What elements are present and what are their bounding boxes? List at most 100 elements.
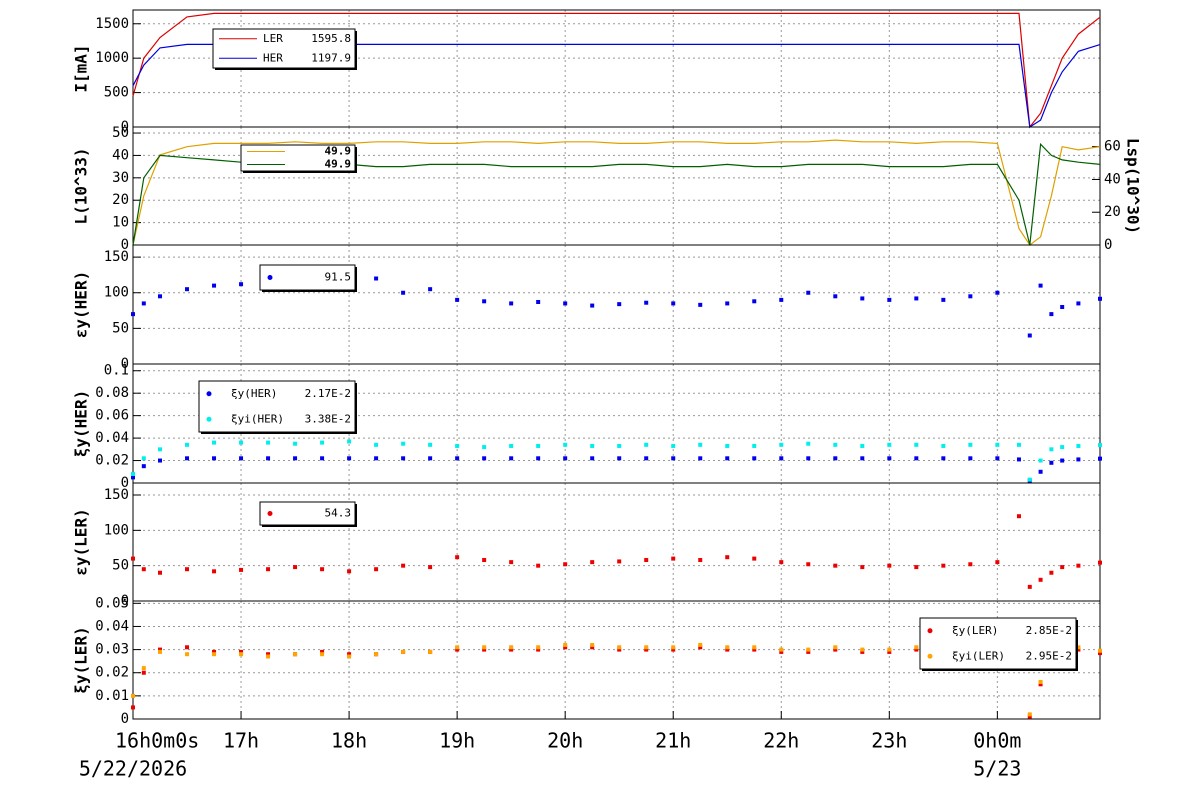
- legend-name: ξyi(LER): [952, 649, 1005, 662]
- data-point: [1049, 312, 1054, 317]
- y2-tick-label: 40: [1104, 171, 1121, 187]
- data-point: [185, 287, 190, 292]
- data-point: [428, 442, 433, 447]
- legend-swatch: [267, 275, 273, 280]
- data-point: [212, 283, 217, 288]
- data-point: [779, 560, 784, 565]
- y-tick-label: 0.1: [104, 363, 129, 379]
- x-tick-label: 22h: [763, 729, 799, 753]
- data-point: [671, 647, 676, 652]
- data-point: [833, 456, 838, 461]
- data-point: [401, 441, 406, 446]
- data-point: [698, 558, 703, 563]
- data-point: [590, 456, 595, 461]
- data-point: [671, 301, 676, 306]
- data-point: [941, 297, 946, 302]
- y-tick-label: 100: [104, 285, 129, 301]
- data-point: [1016, 457, 1021, 462]
- data-point: [617, 559, 622, 564]
- data-point: [914, 645, 919, 650]
- data-point: [347, 652, 352, 657]
- data-point: [1038, 679, 1043, 684]
- data-point: [455, 456, 460, 461]
- data-point: [455, 645, 460, 650]
- x-tick-label: 17h: [223, 729, 259, 753]
- data-point: [536, 443, 541, 448]
- data-point: [563, 642, 568, 647]
- data-point: [968, 562, 973, 567]
- data-point: [833, 647, 838, 652]
- data-point: [374, 276, 379, 281]
- legend-swatch: [927, 653, 933, 659]
- legend-box: [919, 617, 1077, 670]
- y-tick-label: 0: [121, 237, 129, 253]
- data-point: [860, 456, 865, 461]
- data-point: [374, 652, 379, 657]
- data-point: [374, 567, 379, 572]
- y-axis-label: εy(LER): [72, 508, 91, 575]
- data-point: [482, 299, 487, 304]
- data-point: [887, 297, 892, 302]
- data-point: [698, 302, 703, 307]
- data-point: [1038, 682, 1043, 687]
- data-point: [914, 456, 919, 461]
- x-tick-label: 16h0m0s: [115, 729, 199, 753]
- data-point: [293, 565, 298, 570]
- legend-box: [240, 144, 356, 172]
- y-tick-label: 0.06: [95, 408, 129, 424]
- data-point: [158, 458, 163, 463]
- y2-tick-label: 60: [1104, 139, 1121, 155]
- legend-swatch: [206, 416, 212, 422]
- data-point: [860, 649, 865, 654]
- data-point: [1038, 458, 1043, 463]
- data-point: [779, 456, 784, 461]
- data-point: [1016, 442, 1021, 447]
- data-point: [806, 441, 811, 446]
- y-axis-label: L(10^33): [72, 147, 91, 224]
- data-point: [1098, 560, 1102, 565]
- data-point: [482, 558, 487, 563]
- legend-value: 3.38E-2: [305, 412, 351, 425]
- data-point: [1049, 460, 1054, 465]
- data-point: [752, 443, 757, 448]
- data-point: [1060, 458, 1065, 463]
- y-tick-label: 10: [112, 215, 129, 231]
- data-point: [725, 443, 730, 448]
- data-point: [374, 456, 379, 461]
- date-label: 5/22/2026: [79, 757, 187, 781]
- data-point: [131, 556, 135, 561]
- data-point: [860, 647, 865, 652]
- legend-value: 2.17E-2: [305, 387, 351, 400]
- panel-frame: [132, 600, 1101, 720]
- data-point: [212, 569, 217, 574]
- y-tick-label: 150: [104, 487, 129, 503]
- data-point: [293, 652, 298, 657]
- data-point: [266, 567, 271, 572]
- data-point: [347, 456, 352, 461]
- data-point: [752, 647, 757, 652]
- data-point: [887, 442, 892, 447]
- data-point: [401, 649, 406, 654]
- y-tick-label: 0: [121, 593, 129, 609]
- data-point: [698, 456, 703, 461]
- data-point: [239, 440, 244, 445]
- data-point: [239, 567, 244, 572]
- data-point: [671, 556, 676, 561]
- data-point: [1098, 443, 1102, 448]
- data-point: [1027, 333, 1032, 338]
- data-point: [617, 645, 622, 650]
- data-point: [968, 294, 973, 299]
- data-point: [482, 456, 487, 461]
- data-point: [941, 456, 946, 461]
- data-point: [239, 652, 244, 657]
- data-point: [833, 294, 838, 299]
- data-point: [212, 652, 217, 657]
- data-point: [141, 301, 146, 306]
- data-point: [806, 290, 811, 295]
- y-tick-label: 0: [121, 475, 129, 491]
- data-point: [131, 312, 135, 317]
- data-point: [185, 456, 190, 461]
- y-tick-label: 0.08: [95, 385, 129, 401]
- data-point: [995, 290, 1000, 295]
